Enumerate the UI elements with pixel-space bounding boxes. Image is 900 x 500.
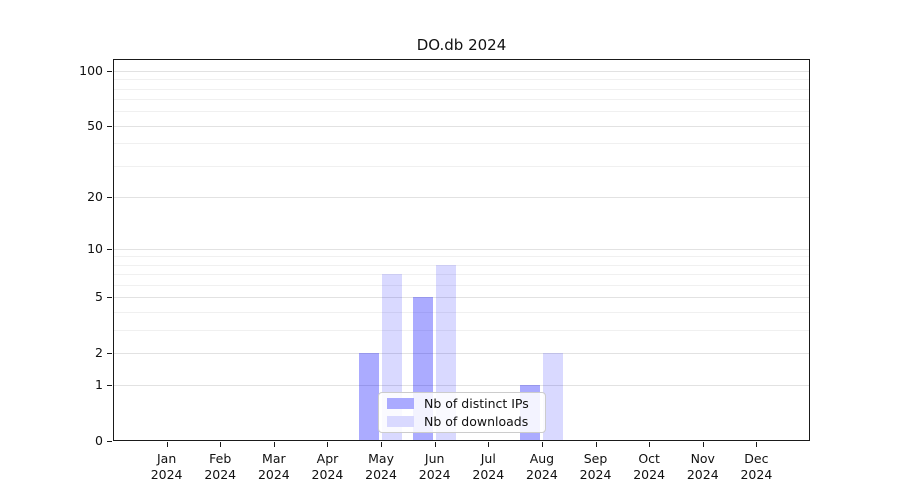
major-gridline <box>113 385 810 387</box>
minor-gridline <box>113 311 810 313</box>
legend-label: Nb of distinct IPs <box>424 396 529 411</box>
x-tick-mark <box>541 442 543 447</box>
x-tick-label: Jan 2024 <box>150 451 183 482</box>
minor-gridline <box>113 256 810 258</box>
x-tick-label: Sep 2024 <box>579 451 612 482</box>
legend-item-distinct-ips: Nb of distinct IPs <box>387 396 545 411</box>
y-tick-mark <box>107 196 112 198</box>
minor-gridline <box>113 165 810 167</box>
legend-item-downloads: Nb of downloads <box>387 414 545 429</box>
x-tick-mark <box>327 442 329 447</box>
x-tick-label: Jul 2024 <box>472 451 505 482</box>
x-tick-mark <box>649 442 651 447</box>
x-tick-label: May 2024 <box>365 451 397 482</box>
minor-gridline <box>113 111 810 113</box>
y-tick-label: 100 <box>79 63 103 78</box>
minor-gridline <box>113 99 810 101</box>
major-gridline <box>113 248 810 250</box>
minor-gridline <box>113 88 810 90</box>
y-tick-mark <box>107 248 112 250</box>
chart-title: DO.db 2024 <box>416 36 507 54</box>
x-tick-label: Feb 2024 <box>204 451 237 482</box>
y-tick-label: 0 <box>95 433 103 448</box>
x-tick-label: Jun 2024 <box>418 451 451 482</box>
x-tick-label: Apr 2024 <box>311 451 344 482</box>
y-tick-mark <box>107 385 112 387</box>
legend-swatch-downloads <box>387 416 414 427</box>
x-tick-mark <box>381 442 383 447</box>
x-tick-label: Mar 2024 <box>257 451 290 482</box>
minor-gridline <box>113 329 810 331</box>
y-tick-label: 2 <box>95 344 103 360</box>
minor-gridline <box>113 79 810 81</box>
y-tick-label: 10 <box>87 240 103 256</box>
y-tick-label: 1 <box>95 377 103 393</box>
y-tick-label: 20 <box>87 188 103 204</box>
x-tick-mark <box>166 442 168 447</box>
y-tick-mark <box>107 297 112 299</box>
major-gridline <box>113 352 810 354</box>
minor-gridline <box>113 284 810 286</box>
x-tick-mark <box>488 442 490 447</box>
x-tick-mark <box>595 442 597 447</box>
minor-gridline <box>113 274 810 276</box>
x-tick-label: Oct 2024 <box>633 451 666 482</box>
minor-gridline <box>113 264 810 266</box>
legend: Nb of distinct IPs Nb of downloads <box>378 392 546 433</box>
y-tick-mark <box>107 71 112 72</box>
x-tick-mark <box>702 442 704 447</box>
legend-swatch-distinct-ips <box>387 398 414 409</box>
plot-area <box>113 59 810 441</box>
bar-distinct-ips <box>359 352 380 441</box>
major-gridline <box>113 125 810 127</box>
y-tick-label: 5 <box>95 289 103 305</box>
x-tick-label: Dec 2024 <box>740 451 773 482</box>
x-tick-mark <box>273 442 275 447</box>
major-gridline <box>113 196 810 198</box>
y-tick-mark <box>107 125 112 127</box>
x-tick-label: Nov 2024 <box>686 451 719 482</box>
x-tick-label: Aug 2024 <box>526 451 558 482</box>
x-tick-mark <box>434 442 436 447</box>
plot-border <box>113 59 810 441</box>
major-gridline <box>113 297 810 299</box>
x-tick-mark <box>220 442 222 447</box>
y-tick-mark <box>107 352 112 354</box>
legend-label: Nb of downloads <box>424 414 529 429</box>
y-tick-mark <box>107 441 112 442</box>
minor-gridline <box>113 143 810 145</box>
major-gridline <box>113 71 810 72</box>
bar-downloads <box>542 352 563 441</box>
y-tick-label: 50 <box>87 117 103 133</box>
x-tick-mark <box>756 442 758 447</box>
